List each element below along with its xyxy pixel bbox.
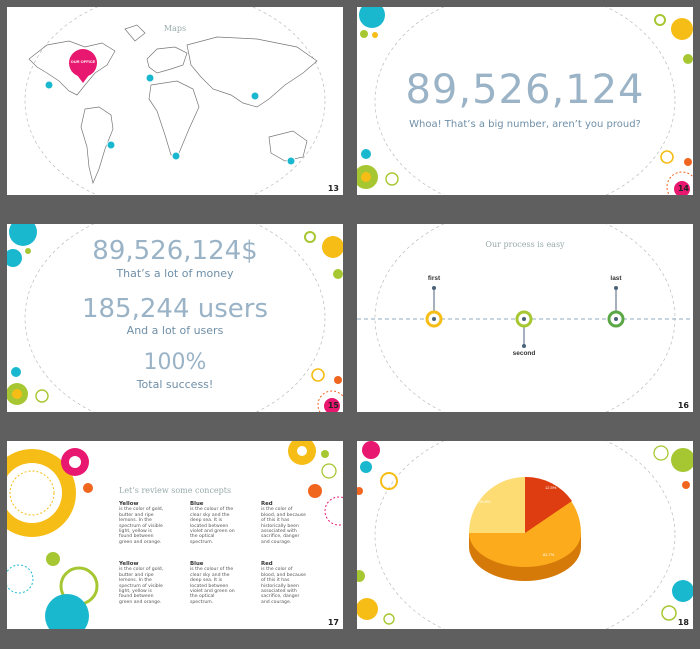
concept-column: Red is the color of blood, and because of…: [261, 561, 306, 605]
slide-number: 18: [677, 618, 689, 627]
pie-chart: [357, 441, 693, 629]
big-number: 89,526,124: [405, 67, 645, 113]
world-map: [24, 7, 326, 195]
concept-column: Yellow is the color of gold, butter and r…: [119, 561, 164, 605]
slide-number: 17: [327, 618, 339, 627]
slide-number: 15: [327, 401, 339, 410]
success-caption: Total success!: [136, 378, 214, 391]
big-number-subtitle: Whoa! That’s a big number, aren’t you pr…: [409, 119, 641, 130]
slide-16-process[interactable]: Our process is easy first second last 16: [357, 224, 693, 412]
concepts-title: Let’s review some concepts: [119, 486, 232, 495]
concept-column: Yellow is the color of gold, butter and r…: [119, 501, 164, 545]
step-second: second: [512, 350, 536, 357]
concept-column: Red is the color of blood, and because of…: [261, 501, 306, 545]
pie-label-large: 62.7%: [543, 552, 555, 557]
map-markers: [44, 49, 296, 166]
slide-17-concepts[interactable]: Let’s review some concepts Yellow is the …: [7, 441, 343, 629]
process-title: Our process is easy: [485, 240, 565, 249]
slide-number: 13: [327, 184, 339, 193]
slide-13-map[interactable]: Maps OUR OFFICE 13: [7, 7, 343, 195]
decor-circles: [7, 441, 343, 629]
step-first: first: [427, 275, 441, 282]
slide-18-pie[interactable]: 62.7% 12.5% 26.8% 18: [357, 441, 693, 629]
slide-number: 14: [677, 184, 689, 193]
users-caption: And a lot of users: [126, 324, 224, 337]
slide-15-stats[interactable]: 89,526,124$ That’s a lot of money 185,24…: [7, 224, 343, 412]
office-pin-label: OUR OFFICE: [70, 59, 96, 64]
concept-column: Blue is the colour of the clear sky and t…: [190, 501, 235, 545]
concept-column: Blue is the colour of the clear sky and t…: [190, 561, 235, 605]
success-value: 100%: [143, 350, 207, 375]
slide-14-big-number[interactable]: 89,526,124 Whoa! That’s a big number, ar…: [357, 7, 693, 195]
users-value: 185,244 users: [81, 294, 269, 324]
decor-circles: [7, 224, 343, 412]
map-title: Maps: [163, 24, 187, 33]
decor-circles: [357, 7, 693, 195]
pie-label-pale: 26.8%: [479, 499, 491, 504]
process-diagram: [357, 224, 693, 412]
money-caption: That’s a lot of money: [116, 267, 234, 280]
money-value: 89,526,124$: [92, 236, 258, 266]
pie-label-red: 12.5%: [545, 485, 557, 490]
slide-number: 16: [677, 401, 689, 410]
step-last: last: [610, 275, 622, 282]
